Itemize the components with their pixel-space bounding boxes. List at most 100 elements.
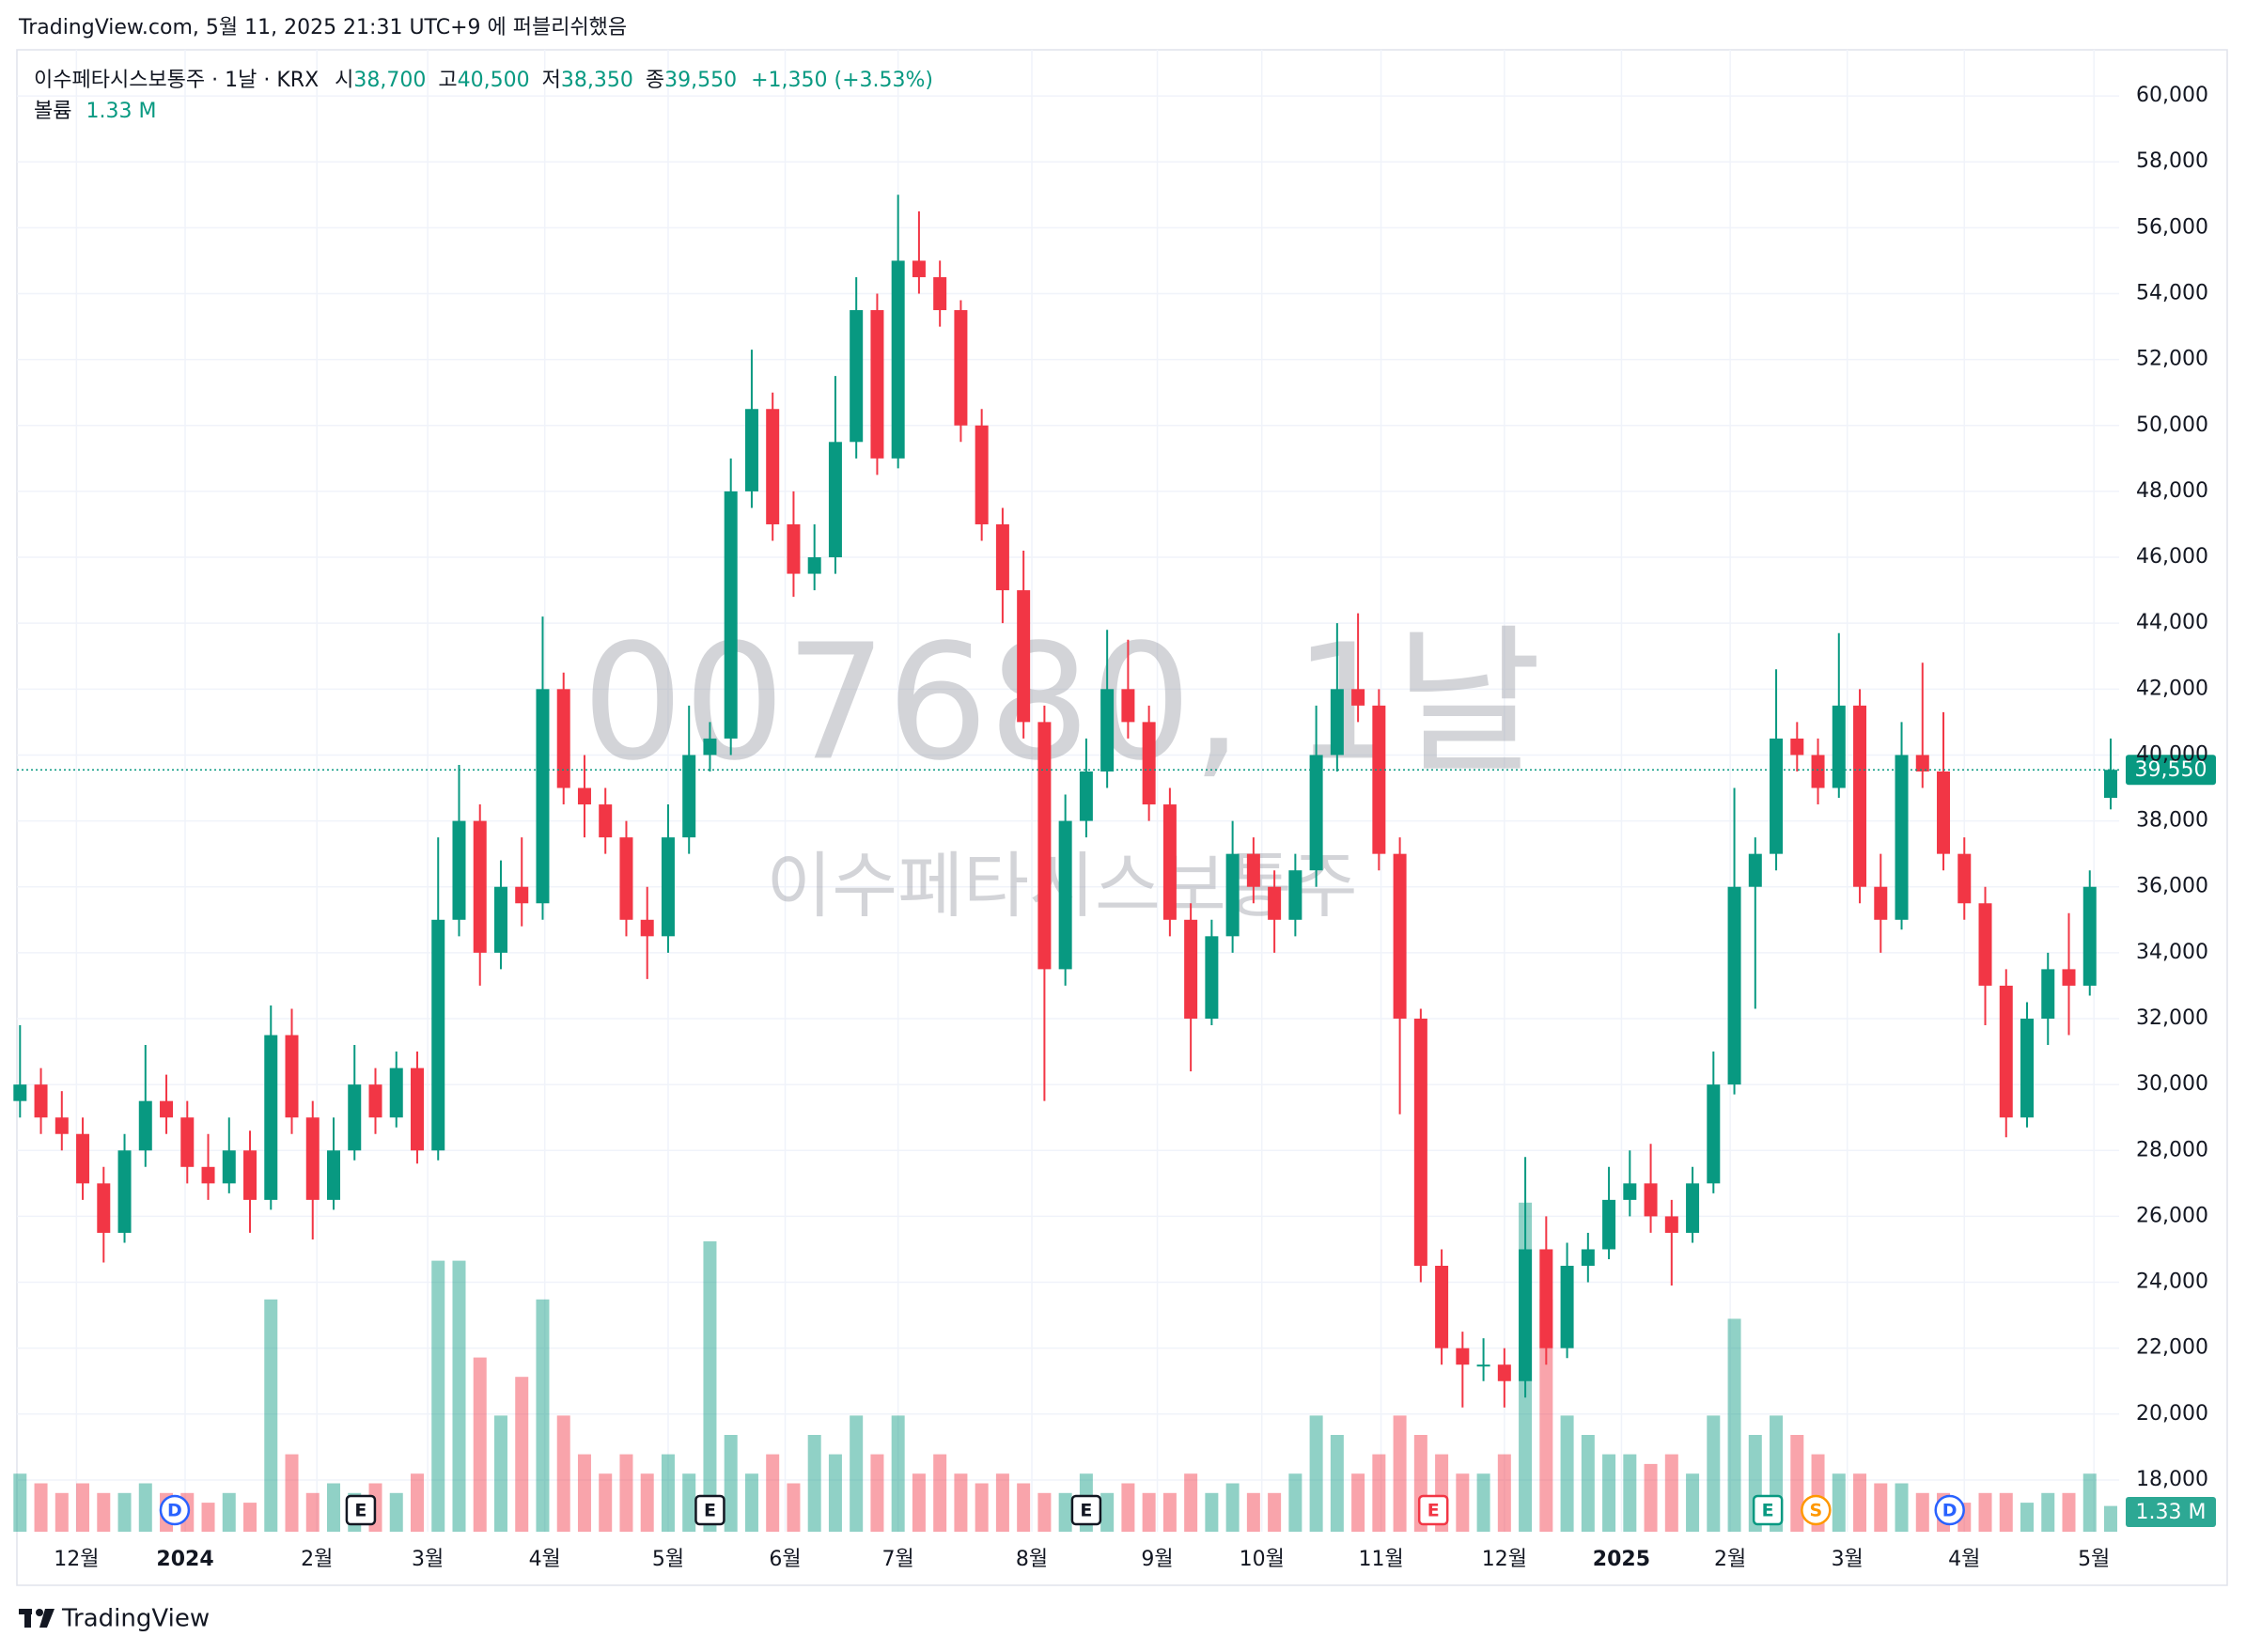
candle-body (744, 409, 758, 491)
y-tick-label: 34,000 (2136, 941, 2208, 964)
volume-bar (766, 1454, 780, 1532)
volume-bar (97, 1492, 111, 1532)
volume-bar (2020, 1503, 2035, 1532)
candle-body (828, 442, 842, 558)
volume-bar (682, 1473, 696, 1532)
volume-bar (1017, 1483, 1031, 1532)
candle-body (870, 310, 884, 459)
volume-bar (1853, 1473, 1867, 1532)
candle-body (807, 557, 821, 574)
candles (13, 195, 2117, 1408)
candle-body (285, 1035, 299, 1118)
volume-bar (912, 1473, 926, 1532)
overlay: 39,550 1.33 M D E E E E E S D (17, 755, 2216, 1527)
event-label: E (354, 1501, 367, 1521)
y-tick-label: 36,000 (2136, 875, 2208, 898)
volume-bar (1100, 1492, 1115, 1532)
volume-bar (1393, 1415, 1407, 1532)
volume-bar (1121, 1483, 1135, 1532)
y-tick-label: 22,000 (2136, 1336, 2208, 1360)
volume-name: 볼륨 (34, 100, 71, 123)
x-tick-label: 12월 (1482, 1548, 1527, 1571)
candle-body (2062, 969, 2076, 986)
candle-body (1727, 886, 1741, 1085)
candle-body (1853, 705, 1867, 887)
candle-body (305, 1117, 320, 1200)
candle-body (1957, 853, 1972, 904)
y-tick-label: 58,000 (2136, 149, 2208, 173)
candle-body (787, 523, 801, 574)
candle-body (640, 919, 654, 937)
candle-body (1413, 1018, 1427, 1267)
y-tick-label: 52,000 (2136, 348, 2208, 371)
last-price-badge (2126, 755, 2216, 786)
candle-body (264, 1035, 278, 1200)
y-tick-label: 26,000 (2136, 1204, 2208, 1227)
x-tick-label: 6월 (769, 1548, 801, 1571)
volume-bar (1539, 1299, 1553, 1532)
volume-bar (933, 1454, 947, 1532)
y-tick-label: 28,000 (2136, 1138, 2208, 1161)
event-label: E (704, 1501, 716, 1521)
x-tick-label: 2월 (1714, 1548, 1746, 1571)
y-tick-label: 30,000 (2136, 1072, 2208, 1096)
volume-bar (1456, 1473, 1470, 1532)
candle-body (661, 837, 675, 937)
ohlc-name: 고 (438, 69, 457, 92)
volume-bar (515, 1377, 529, 1532)
volume-bar (1372, 1454, 1386, 1532)
volume-bar (1623, 1454, 1637, 1532)
candle-body (912, 260, 926, 277)
volume-bar (452, 1260, 466, 1532)
x-tick-label: 2024 (156, 1548, 213, 1571)
candle-body (1770, 738, 1784, 854)
volume-bar (1330, 1435, 1344, 1532)
volume-bar (1205, 1492, 1219, 1532)
x-tick-label: 3월 (412, 1548, 444, 1571)
symbol-title: 이수페타시스보통주 · 1날 · KRX (34, 69, 319, 92)
candle-body (1037, 722, 1052, 970)
candle-body (1686, 1183, 1700, 1233)
y-tick-label: 42,000 (2136, 677, 2208, 700)
y-tick-label: 48,000 (2136, 479, 2208, 503)
candle-body (577, 787, 591, 805)
ohlc-value: 38,700 (353, 69, 426, 92)
logo-part (36, 1609, 43, 1616)
y-tick-label: 54,000 (2136, 282, 2208, 305)
candle-body (1602, 1199, 1616, 1250)
x-tick-label: 9월 (1141, 1548, 1173, 1571)
ohlc-name: 시 (335, 69, 353, 92)
volume-bar (1142, 1492, 1156, 1532)
volume-bar (1476, 1473, 1490, 1532)
ohlc-legend: 이수페타시스보통주 · 1날 · KRX 시38,700 고40,500 저38… (34, 69, 933, 92)
x-tick-label: 2025 (1593, 1548, 1650, 1571)
x-tick-label: 4월 (529, 1548, 561, 1571)
candle-body (34, 1084, 48, 1118)
candle-body (995, 523, 1009, 591)
candle-body (2082, 886, 2097, 986)
volume-bar (1268, 1492, 1282, 1532)
candle-body (1539, 1249, 1553, 1348)
candle-body (55, 1117, 69, 1134)
volume-bar (473, 1357, 487, 1532)
y-tick-label: 46,000 (2136, 545, 2208, 569)
brand-logo (19, 1609, 55, 1628)
volume-bar (556, 1415, 570, 1532)
volume-value: 1.33 M (86, 100, 156, 123)
volume-bar (975, 1483, 989, 1532)
volume-bar (1225, 1483, 1240, 1532)
candle-body (138, 1100, 152, 1151)
volume-bar (787, 1483, 801, 1532)
candle-body (1121, 689, 1135, 723)
candle-body (724, 491, 738, 739)
candle-body (1142, 722, 1156, 805)
candle-body (1790, 738, 1804, 756)
candle-body (327, 1150, 341, 1200)
candle-body (201, 1166, 215, 1184)
volume-bar (138, 1483, 152, 1532)
volume-bar (410, 1473, 424, 1532)
volume-bar (1790, 1435, 1804, 1532)
volume-bar (55, 1492, 69, 1532)
event-label: D (1942, 1501, 1957, 1521)
